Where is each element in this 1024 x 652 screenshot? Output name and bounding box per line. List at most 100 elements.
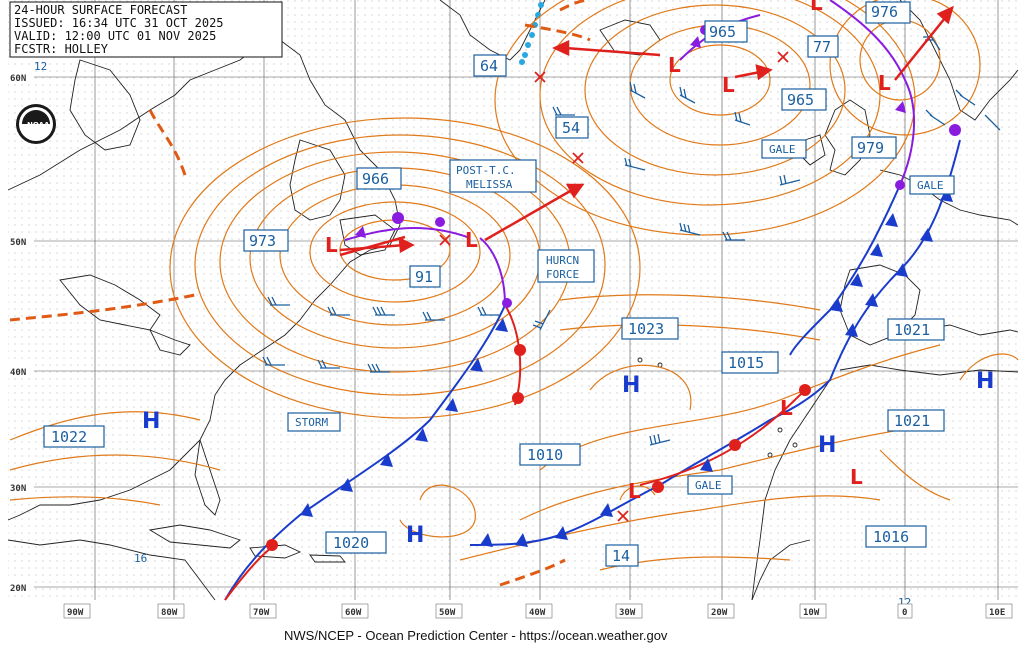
gale-tag: GALE — [687, 475, 733, 495]
svg-text:0: 0 — [902, 608, 907, 618]
svg-text:54: 54 — [562, 119, 580, 137]
sea-state-label: 54 — [555, 116, 589, 139]
svg-text:966: 966 — [362, 170, 389, 188]
svg-text:40N: 40N — [10, 368, 26, 378]
high-center: H — [142, 409, 160, 434]
troughs — [9, 0, 591, 587]
svg-text:POST-T.C.: POST-T.C. — [456, 164, 516, 177]
low-center: L — [878, 71, 891, 95]
wind-barbs — [262, 34, 1001, 446]
svg-text:40W: 40W — [529, 608, 546, 618]
svg-text:77: 77 — [813, 38, 831, 56]
header-valid: VALID: 12:00 UTC 01 NOV 2025 — [14, 29, 216, 43]
svg-text:50N: 50N — [10, 238, 26, 248]
low-center: L — [628, 479, 641, 503]
svg-text:91: 91 — [415, 268, 433, 286]
lat-label: 50N — [8, 234, 34, 248]
lon-label: 30W — [615, 603, 643, 619]
header-forecaster: FCSTR: HOLLEY — [14, 42, 109, 56]
lon-label: 10W — [799, 603, 827, 619]
svg-text:1015: 1015 — [728, 354, 764, 372]
header-issued: ISSUED: 16:34 UTC 31 OCT 2025 — [14, 16, 224, 30]
svg-text:965: 965 — [709, 23, 736, 41]
contour-value: 12 — [34, 60, 47, 73]
svg-text:1021: 1021 — [894, 412, 930, 430]
pressure-label: 976 — [865, 1, 911, 24]
lat-label: 60N — [8, 70, 34, 84]
header-title: 24-HOUR SURFACE FORECAST — [14, 3, 187, 17]
pressure-label: 1010 — [519, 443, 581, 466]
pressure-label: 965 — [781, 88, 827, 111]
x-markers — [439, 51, 789, 522]
contour-value: 16 — [134, 552, 147, 565]
hurricane-force-tag: HURCN FORCE — [537, 249, 595, 283]
gale-tag: GALE — [761, 139, 807, 159]
pressure-label: 1015 — [721, 351, 779, 374]
lon-label: 50W — [435, 603, 463, 619]
storm-tag: STORM — [287, 412, 341, 432]
lon-label: 40W — [525, 603, 553, 619]
lon-label: 60W — [341, 603, 369, 619]
low-center: L — [850, 465, 863, 489]
front-symbols — [266, 25, 961, 551]
pressure-label: 1016 — [865, 525, 927, 548]
svg-text:1016: 1016 — [873, 528, 909, 546]
pressure-label: 91 — [409, 265, 441, 288]
svg-text:NOAA: NOAA — [27, 121, 50, 129]
noaa-logo: NOAA — [16, 104, 56, 144]
pressure-label: 1021 — [887, 409, 945, 432]
svg-text:60W: 60W — [345, 608, 362, 618]
svg-text:1022: 1022 — [51, 428, 87, 446]
svg-text:20N: 20N — [10, 584, 26, 594]
lon-label: 10E — [985, 603, 1013, 619]
svg-text:1010: 1010 — [527, 446, 563, 464]
svg-text:GALE: GALE — [769, 143, 796, 156]
low-center: L — [780, 396, 793, 420]
sea-state-label: 14 — [605, 544, 639, 567]
post-tc-tag: POST-T.C. MELISSA — [449, 159, 537, 193]
lat-label: 30N — [8, 480, 34, 494]
high-center: H — [818, 433, 836, 458]
high-center: H — [976, 369, 994, 394]
svg-text:GALE: GALE — [917, 179, 944, 192]
svg-text:979: 979 — [857, 139, 884, 157]
svg-text:973: 973 — [249, 232, 276, 250]
svg-text:GALE: GALE — [695, 479, 722, 492]
isobars — [9, 0, 1019, 571]
pressure-label: 1021 — [887, 318, 945, 341]
low-center: L — [668, 53, 681, 77]
svg-text:HURCN: HURCN — [546, 254, 579, 267]
svg-text:50W: 50W — [439, 608, 456, 618]
movement-arrows — [339, 5, 954, 257]
svg-text:1023: 1023 — [628, 320, 664, 338]
pressure-label: 973 — [243, 229, 289, 252]
svg-text:965: 965 — [787, 91, 814, 109]
footer: NWS/NCEP - Ocean Prediction Center - htt… — [0, 622, 1024, 652]
footer-credit: NWS/NCEP - Ocean Prediction Center - htt… — [284, 628, 668, 643]
ice-edge — [519, 2, 544, 65]
sea-state-label: 64 — [473, 54, 507, 77]
svg-text:976: 976 — [871, 3, 898, 21]
high-center: H — [406, 523, 424, 548]
low-center: L — [722, 73, 735, 97]
pressure-label: 966 — [356, 167, 402, 190]
pressure-centers: L L L L L L L L L H H H H H — [142, 0, 994, 548]
svg-text:MELISSA: MELISSA — [466, 178, 513, 191]
svg-text:20W: 20W — [711, 608, 728, 618]
svg-text:64: 64 — [480, 57, 498, 75]
lat-label: 20N — [8, 580, 34, 594]
pressure-label: 77 — [807, 35, 839, 58]
pressure-label: 979 — [851, 136, 897, 159]
svg-text:70W: 70W — [253, 608, 270, 618]
map-background — [8, 0, 1018, 600]
latitude-labels: 60N 50N 40N 30N 20N — [8, 70, 34, 594]
svg-text:STORM: STORM — [295, 416, 328, 429]
pressure-labels: 965 77 976 965 979 973 966 91 1023 1015 … — [43, 1, 945, 554]
pressure-label: 1020 — [325, 531, 387, 554]
svg-text:30W: 30W — [619, 608, 636, 618]
small-numbers: 64 54 14 12 16 12 — [34, 54, 911, 609]
warning-tags: POST-T.C. MELISSA HURCN FORCE GALE GALE … — [287, 139, 955, 495]
lon-label: 90W — [63, 603, 91, 619]
svg-text:10E: 10E — [989, 608, 1005, 618]
